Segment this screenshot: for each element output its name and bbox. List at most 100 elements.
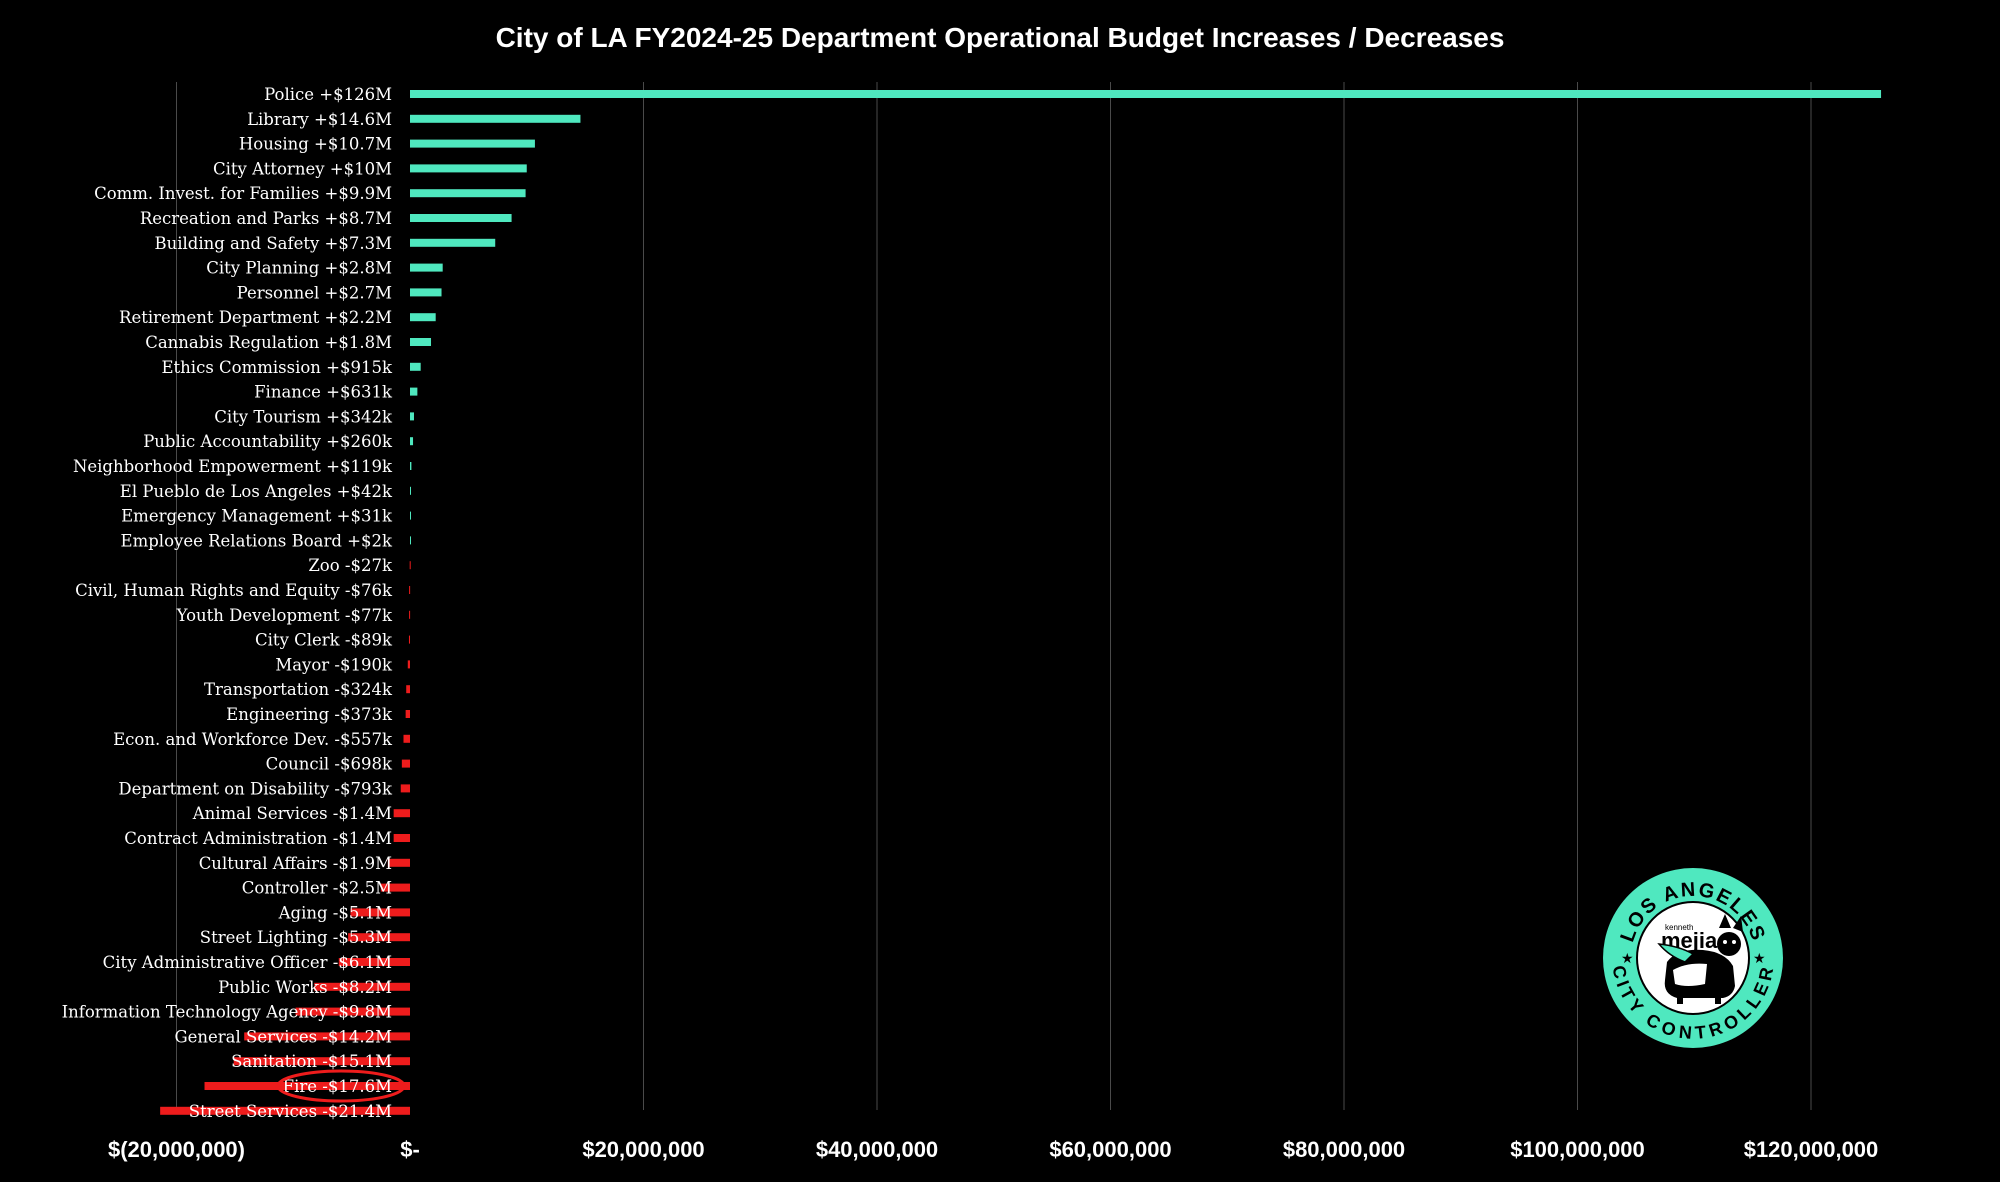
category-label: Cultural Affairs -$1.9M [199, 854, 392, 873]
city-controller-logo: LOS ANGELES CITY CONTROLLER ★ ★ kenneth … [1603, 868, 1783, 1048]
bar [403, 734, 410, 743]
category-label: Mayor -$190k [275, 655, 393, 674]
x-tick-label: $40,000,000 [816, 1137, 938, 1162]
category-label: Contract Administration -$1.4M [124, 829, 392, 848]
category-label: Cannabis Regulation +$1.8M [145, 333, 392, 352]
category-label: General Services -$14.2M [174, 1027, 392, 1046]
category-label: Public Works -$8.2M [218, 978, 392, 997]
x-tick-label: $100,000,000 [1510, 1137, 1645, 1162]
category-label: Civil, Human Rights and Equity -$76k [75, 581, 393, 600]
bar [410, 263, 443, 272]
x-tick-label: $(20,000,000) [108, 1137, 245, 1162]
bar [410, 288, 442, 297]
category-label: Emergency Management +$31k [121, 507, 393, 526]
x-axis-tick-labels: $(20,000,000) $- $20,000,000 $40,000,000 $60… [108, 1137, 1878, 1162]
category-label: Animal Services -$1.4M [192, 804, 392, 823]
category-labels: Police +$126M Library +$14.6M Housing +$10… [62, 85, 393, 1121]
category-label: Finance +$631k [254, 383, 393, 402]
bar [350, 908, 410, 917]
category-label: Personnel +$2.7M [237, 283, 393, 302]
bar [409, 586, 411, 594]
bar [407, 660, 410, 669]
bar [387, 858, 410, 867]
star-icon: ★ [1621, 950, 1634, 966]
category-label: Library +$14.6M [247, 110, 392, 129]
x-tick-label: $120,000,000 [1744, 1137, 1879, 1162]
chart-title: City of LA FY2024-25 Department Operatio… [495, 22, 1505, 53]
bar [410, 214, 512, 222]
category-label: Retirement Department +$2.2M [119, 308, 392, 327]
category-label: Housing +$10.7M [239, 135, 392, 154]
bar [204, 1082, 410, 1090]
category-label: Information Technology Agency -$9.8M [62, 1003, 393, 1022]
category-label: Fire -$17.6M [283, 1077, 392, 1096]
bar [380, 883, 410, 892]
bar [410, 462, 412, 470]
category-label: Sanitation -$15.1M [231, 1052, 392, 1071]
gridlines [176, 82, 1812, 1110]
highlight-annotations [276, 1069, 406, 1103]
category-label: Ethics Commission +$915k [162, 358, 393, 377]
bar [348, 933, 410, 942]
category-label: Comm. Invest. for Families +$9.9M [94, 184, 392, 203]
bar [410, 90, 1882, 98]
corgi-icon [1657, 914, 1743, 1004]
bar [408, 635, 410, 644]
bar [410, 486, 411, 495]
category-label: Controller -$2.5M [242, 879, 392, 898]
bar [244, 1032, 410, 1041]
bar [401, 759, 410, 768]
category-label: City Clerk -$89k [255, 631, 393, 650]
bars [160, 90, 1882, 1115]
category-label: Department on Disability -$793k [118, 779, 393, 798]
bar [409, 561, 411, 570]
category-label: Aging -$5.1M [278, 903, 393, 922]
category-label: Neighborhood Empowerment +$119k [73, 457, 393, 476]
bar [405, 710, 410, 718]
bar [338, 958, 410, 966]
bar [410, 114, 581, 123]
category-label: City Planning +$2.8M [206, 259, 392, 278]
category-label: Youth Development -$77k [176, 606, 393, 625]
x-tick-label: $- [400, 1137, 420, 1162]
category-label: Street Services -$21.4M [189, 1102, 392, 1121]
bar [160, 1106, 410, 1115]
bar [410, 387, 418, 396]
bar [410, 437, 414, 446]
bar [410, 313, 436, 322]
category-label: El Pueblo de Los Angeles +$42k [120, 482, 393, 501]
bar [410, 362, 421, 371]
category-label: Employee Relations Board +$2k [121, 531, 393, 550]
category-label: City Tourism +$342k [214, 407, 393, 426]
bar [410, 536, 411, 545]
logo-name-small: kenneth [1665, 923, 1693, 932]
bar [410, 511, 411, 520]
category-label: Transportation -$324k [204, 680, 393, 699]
bar [410, 338, 432, 346]
bar [406, 685, 410, 694]
bar [410, 139, 535, 148]
category-label: City Attorney +$10M [213, 159, 392, 178]
bar [400, 784, 410, 793]
bar [393, 809, 410, 818]
bar [314, 982, 410, 991]
category-label: Engineering -$373k [226, 705, 393, 724]
bar [295, 1007, 410, 1016]
x-tick-label: $60,000,000 [1049, 1137, 1171, 1162]
category-label: Council -$698k [266, 755, 393, 774]
category-label: Zoo -$27k [308, 556, 393, 575]
bar [410, 412, 414, 421]
bar [233, 1057, 410, 1066]
category-label: City Administrative Officer -$6.1M [103, 953, 392, 972]
x-tick-label: $20,000,000 [582, 1137, 704, 1162]
bar [409, 610, 411, 619]
category-label: Recreation and Parks +$8.7M [140, 209, 392, 228]
category-label: Public Accountability +$260k [143, 432, 393, 451]
category-label: Building and Safety +$7.3M [154, 234, 392, 253]
category-label: Econ. and Workforce Dev. -$557k [113, 730, 393, 749]
x-tick-label: $80,000,000 [1283, 1137, 1405, 1162]
category-label: Police +$126M [264, 85, 392, 104]
star-icon: ★ [1753, 950, 1766, 966]
bar [410, 189, 526, 198]
